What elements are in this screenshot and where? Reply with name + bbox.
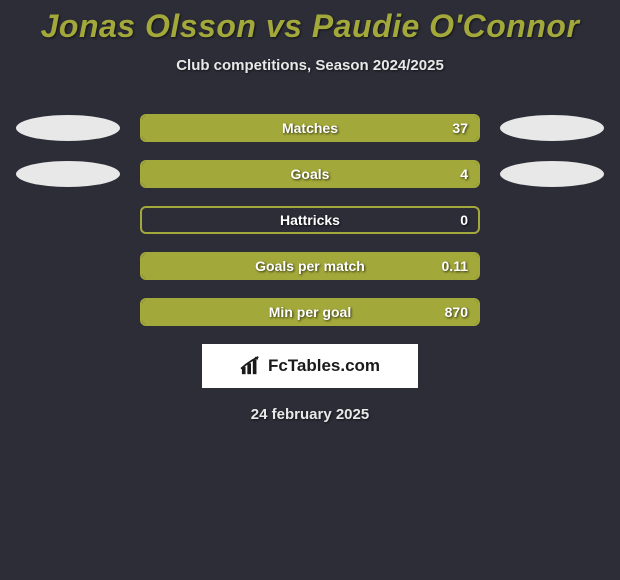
stat-value: 0 (460, 212, 468, 228)
comparison-card: Jonas Olsson vs Paudie O'Connor Club com… (0, 0, 620, 423)
page-title: Jonas Olsson vs Paudie O'Connor (0, 8, 620, 45)
stat-label: Goals (291, 166, 330, 182)
stat-value: 0.11 (442, 258, 468, 274)
stat-value: 4 (460, 166, 468, 182)
stat-row: Hattricks 0 (0, 206, 620, 234)
stat-row: Goals per match 0.11 (0, 252, 620, 280)
player-marker-left (16, 161, 120, 187)
stat-bar: Goals per match 0.11 (140, 252, 480, 280)
stat-bar: Matches 37 (140, 114, 480, 142)
stat-label: Goals per match (255, 258, 365, 274)
footer-date: 24 february 2025 (0, 406, 620, 423)
stat-label: Hattricks (280, 212, 340, 228)
stat-bar: Min per goal 870 (140, 298, 480, 326)
stat-label: Matches (282, 120, 338, 136)
stat-row: Min per goal 870 (0, 298, 620, 326)
page-subtitle: Club competitions, Season 2024/2025 (0, 57, 620, 74)
bar-chart-icon (240, 356, 262, 376)
brand-badge: FcTables.com (202, 344, 418, 388)
stat-label: Min per goal (269, 304, 351, 320)
stat-bar: Hattricks 0 (140, 206, 480, 234)
stat-value: 37 (452, 120, 468, 136)
player-marker-right (500, 161, 604, 187)
stat-row: Matches 37 (0, 114, 620, 142)
player-marker-left (16, 115, 120, 141)
stat-bar: Goals 4 (140, 160, 480, 188)
stat-rows: Matches 37 Goals 4 Hattricks 0 Goals per… (0, 114, 620, 326)
player-marker-right (500, 115, 604, 141)
stat-row: Goals 4 (0, 160, 620, 188)
stat-value: 870 (445, 304, 468, 320)
brand-text: FcTables.com (268, 356, 380, 376)
